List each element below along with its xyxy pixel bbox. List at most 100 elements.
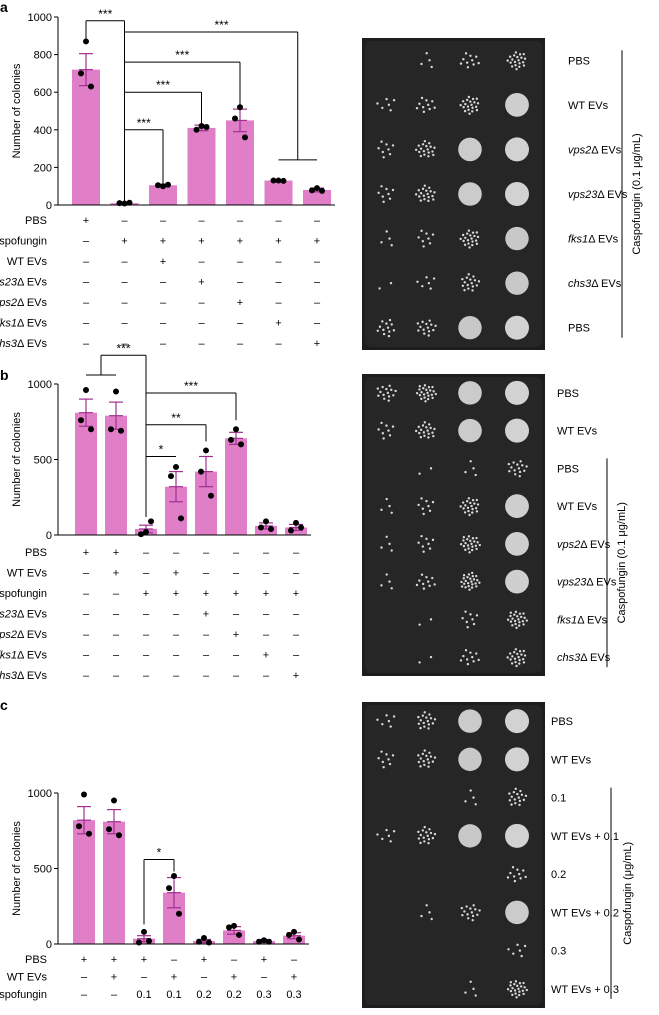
condition-label: vps2Δ EVs (0, 297, 47, 309)
colony (421, 829, 425, 832)
colony (472, 987, 475, 991)
colony (418, 195, 421, 198)
colony (462, 539, 465, 542)
colony (471, 918, 474, 922)
colony (471, 618, 474, 621)
panel-letter: b (0, 367, 9, 383)
colony (422, 387, 425, 390)
colony (390, 511, 393, 515)
condition-sign: – (203, 629, 210, 641)
colony (471, 59, 474, 62)
colony (510, 803, 513, 806)
colony (428, 59, 431, 62)
data-point (146, 937, 152, 944)
colony (385, 387, 388, 391)
colony (521, 464, 524, 467)
condition-sign: – (160, 338, 167, 350)
growth-spot (458, 747, 482, 772)
colony (417, 189, 420, 192)
colony (522, 992, 525, 996)
plate-row-label: WT EVs (568, 100, 609, 112)
colony (467, 917, 470, 920)
colony (429, 287, 432, 290)
plate-row-label-text: WT EVs + 0.3 (551, 984, 619, 996)
panel-letter: a (0, 0, 8, 15)
colony (382, 332, 386, 336)
colony (428, 547, 432, 550)
bar (149, 185, 177, 205)
data-point (193, 126, 200, 133)
colony (508, 652, 512, 655)
condition-sign: – (113, 650, 120, 662)
colony (377, 756, 380, 760)
growth-spot (505, 418, 529, 443)
colony (380, 421, 383, 425)
condition-label-text: PBS (25, 547, 47, 559)
colony (516, 615, 519, 618)
condition-sign: – (203, 670, 210, 682)
colony (418, 388, 421, 391)
colony (385, 97, 388, 101)
significance-label: *** (116, 341, 130, 355)
condition-label-text: WT EVs (7, 256, 48, 268)
colony (431, 396, 434, 400)
condition-sign: – (83, 650, 90, 662)
colony (431, 538, 435, 542)
plate-row-label-text: Δ EVs (580, 539, 610, 551)
colony (387, 399, 390, 402)
data-point (203, 123, 210, 130)
colony (467, 535, 471, 538)
colony (465, 905, 468, 908)
colony (422, 760, 425, 763)
colony (423, 711, 426, 714)
colony (385, 230, 388, 233)
colony (466, 575, 469, 579)
data-point (111, 797, 117, 804)
y-tick-label: 1000 (28, 12, 52, 24)
condition-sign: 0.3 (286, 989, 301, 1001)
condition-sign: + (203, 588, 209, 600)
colony (520, 56, 523, 59)
colony (432, 434, 435, 438)
condition-sign: + (81, 954, 87, 966)
y-tick-label: 0 (46, 939, 52, 951)
condition-sign: – (121, 318, 128, 330)
colony (475, 498, 479, 502)
data-point (198, 468, 204, 475)
colony (416, 280, 419, 283)
condition-label-text: Δ EVs (17, 650, 47, 662)
condition-sign: 0.1 (136, 989, 151, 1001)
colony (385, 573, 388, 576)
plate-row-label: 0.1 (551, 793, 566, 805)
colony (514, 801, 517, 805)
colony (380, 140, 383, 143)
colony (429, 831, 433, 835)
colony (462, 106, 465, 109)
y-tick-label: 500 (34, 455, 52, 467)
colony (515, 67, 518, 71)
colony (469, 577, 472, 580)
colony (388, 762, 392, 766)
colony (418, 579, 421, 582)
colony (467, 95, 471, 99)
colony (464, 991, 467, 994)
colony (376, 718, 379, 721)
colony (509, 658, 512, 661)
colony (513, 469, 516, 472)
colony (511, 866, 515, 869)
colony (419, 841, 422, 845)
data-point (136, 939, 142, 946)
colony (518, 470, 522, 474)
colony (418, 102, 421, 106)
colony (425, 499, 428, 503)
colony (469, 539, 472, 543)
condition-label: vps23Δ EVs (0, 609, 47, 621)
data-point (226, 924, 232, 931)
condition-sign: – (314, 277, 321, 289)
colony (427, 436, 430, 439)
data-point (83, 387, 89, 394)
colony (421, 424, 425, 427)
colony (388, 580, 391, 583)
colony (474, 908, 477, 911)
plate-row-label-italic: vps2 (557, 539, 580, 551)
